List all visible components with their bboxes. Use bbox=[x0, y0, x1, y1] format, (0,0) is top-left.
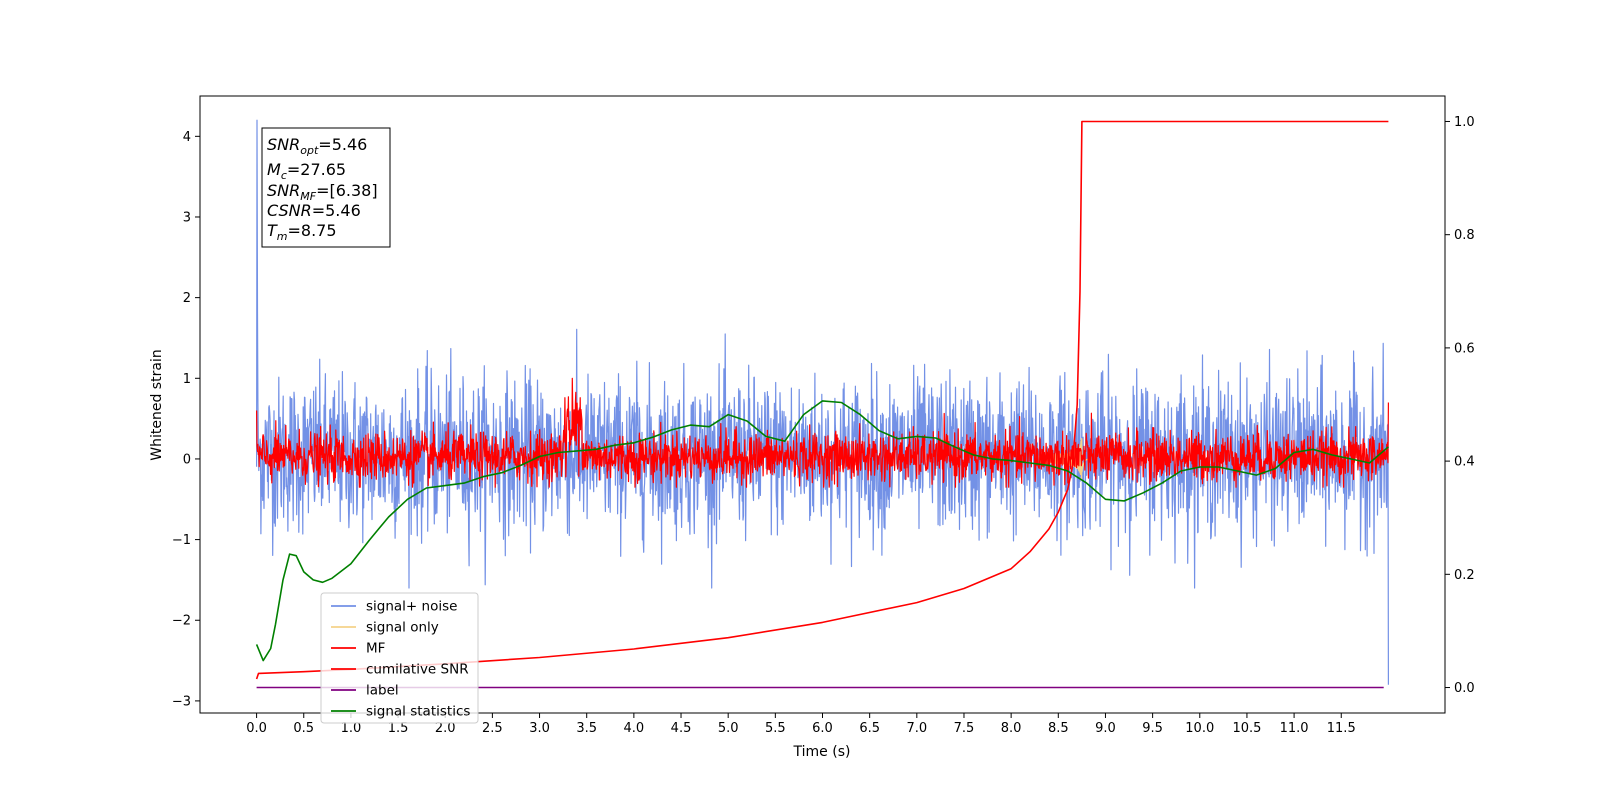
x-tick-label: 0.5 bbox=[293, 721, 314, 736]
y-right-tick-label: 1.0 bbox=[1454, 115, 1475, 130]
info-tm: Tm=8.75 bbox=[267, 221, 337, 243]
info-snr-opt: SNRopt=5.46 bbox=[267, 135, 367, 157]
x-tick-label: 5.0 bbox=[718, 721, 739, 736]
legend-label-signal-only: signal only bbox=[366, 620, 439, 636]
x-tick-label: 9.5 bbox=[1142, 721, 1163, 736]
x-tick-label: 8.5 bbox=[1048, 721, 1069, 736]
x-tick-label: 7.5 bbox=[954, 721, 975, 736]
legend-label-mf: MF bbox=[366, 641, 385, 657]
y-axis-left: 4 3 2 1 0 −1 −2 −3 bbox=[172, 130, 200, 709]
legend-label-signal-noise: signal+ noise bbox=[366, 599, 457, 615]
x-tick-label: 3.5 bbox=[576, 721, 597, 736]
x-tick-label: 5.5 bbox=[765, 721, 786, 736]
x-tick-label: 7.0 bbox=[906, 721, 927, 736]
y-right-tick-label: 0.0 bbox=[1454, 681, 1475, 696]
series-mf bbox=[256, 377, 1389, 488]
info-snr-mf: SNRMF=[6.38] bbox=[267, 181, 378, 203]
y-tick-label: −2 bbox=[172, 614, 191, 629]
x-tick-label: 2.5 bbox=[482, 721, 503, 736]
info-box: SNRopt=5.46 Mc=27.65 SNRMF=[6.38] CSNR=5… bbox=[261, 127, 391, 248]
y-right-tick-label: 0.4 bbox=[1454, 455, 1475, 470]
y-tick-label: 4 bbox=[183, 130, 191, 145]
y-tick-label: −3 bbox=[172, 694, 191, 709]
x-tick-label: 6.0 bbox=[812, 721, 833, 736]
x-tick-label: 11.0 bbox=[1280, 721, 1309, 736]
x-tick-label: 6.5 bbox=[859, 721, 880, 736]
x-tick-label: 4.0 bbox=[624, 721, 645, 736]
y-tick-label: 3 bbox=[183, 210, 191, 225]
y-tick-label: 0 bbox=[183, 452, 191, 467]
y-right-tick-label: 0.2 bbox=[1454, 568, 1475, 583]
x-tick-label: 2.0 bbox=[435, 721, 456, 736]
y-right-tick-label: 0.6 bbox=[1454, 341, 1475, 356]
y-tick-label: −1 bbox=[172, 533, 191, 548]
x-tick-label: 3.0 bbox=[529, 721, 550, 736]
x-tick-label: 11.5 bbox=[1327, 721, 1356, 736]
info-csnr: CSNR=5.46 bbox=[267, 201, 361, 220]
x-tick-label: 0.0 bbox=[246, 721, 267, 736]
y-tick-label: 2 bbox=[183, 291, 191, 306]
x-axis-label: Time (s) bbox=[793, 744, 851, 760]
x-tick-label: 1.0 bbox=[341, 721, 362, 736]
y-tick-label: 1 bbox=[183, 372, 191, 387]
x-tick-label: 1.5 bbox=[388, 721, 409, 736]
legend-label-cumilative-snr: cumilative SNR bbox=[366, 662, 469, 678]
y-axis-label: Whitened strain bbox=[149, 349, 165, 460]
x-tick-label: 10.0 bbox=[1185, 721, 1214, 736]
y-axis-right: 1.0 0.8 0.6 0.4 0.2 0.0 bbox=[1445, 115, 1475, 696]
legend-frame bbox=[320, 592, 479, 724]
x-tick-label: 4.5 bbox=[671, 721, 692, 736]
x-axis: 0.0 0.5 1.0 1.5 2.0 2.5 3.0 3.5 4.0 4.5 5.0 5.5 6.0 6… bbox=[246, 713, 1356, 736]
series-signal-statistics bbox=[255, 400, 1389, 662]
y-right-tick-label: 0.8 bbox=[1454, 228, 1475, 243]
legend-label-label: label bbox=[366, 683, 399, 699]
legend: signal+ noise signal only MF cumilative SNR… bbox=[320, 592, 479, 724]
info-mc: Mc=27.65 bbox=[267, 160, 346, 182]
x-tick-label: 10.5 bbox=[1232, 721, 1261, 736]
x-tick-label: 9.0 bbox=[1095, 721, 1116, 736]
legend-label-signal-statistics: signal statistics bbox=[366, 704, 470, 720]
x-tick-label: 8.0 bbox=[1001, 721, 1022, 736]
